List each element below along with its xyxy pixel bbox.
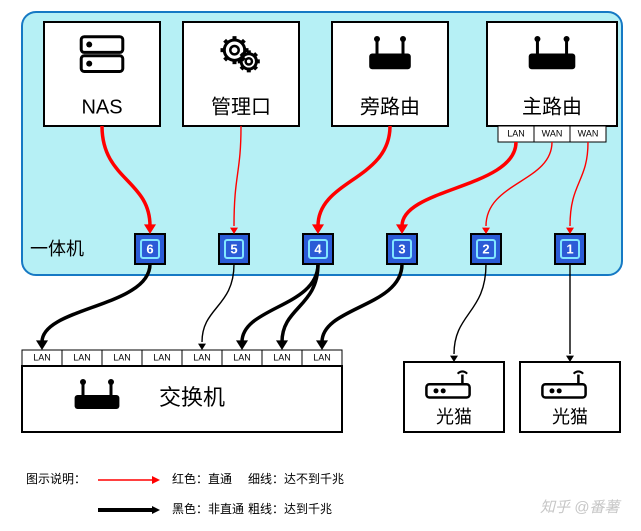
arrow-head — [316, 340, 328, 350]
legend-arrowhead-1 — [152, 506, 160, 514]
switch-port-5-label: LAN — [233, 352, 251, 362]
device-side: 旁路由 — [332, 22, 448, 126]
iport-3-label: 3 — [398, 241, 405, 256]
iport-4-label: 4 — [314, 241, 322, 256]
iport-5-label: 5 — [230, 241, 237, 256]
legend-right-0: 细线：达不到千兆 — [248, 472, 344, 486]
arrow-head — [198, 344, 206, 350]
legend-right-1: 粗线：达到千兆 — [248, 502, 332, 516]
modem-1-label: 光猫 — [552, 407, 588, 427]
legend-left-0: 红色：直通 — [172, 471, 232, 486]
switch-port-0-label: LAN — [33, 352, 51, 362]
side-label: 旁路由 — [360, 95, 420, 118]
iport-1: 1 — [555, 234, 585, 264]
switch-port-6-label: LAN — [273, 352, 291, 362]
iport-1-label: 1 — [566, 241, 573, 256]
arrow-head — [36, 340, 48, 350]
integrated-panel-label: 一体机 — [30, 239, 84, 259]
arrow-head — [236, 340, 248, 350]
watermark: 知乎 @番薯 — [540, 499, 622, 516]
mgmt-label: 管理口 — [211, 95, 271, 118]
iport-2: 2 — [471, 234, 501, 264]
arrow-head — [276, 340, 288, 350]
iport-2-label: 2 — [482, 241, 489, 256]
main-router-port-1-label: WAN — [542, 128, 563, 138]
legend-arrowhead-0 — [152, 476, 160, 484]
iport-5: 5 — [219, 234, 249, 264]
switch-port-2-label: LAN — [113, 352, 131, 362]
switch-port-4-label: LAN — [193, 352, 211, 362]
diagram: 一体机 NAS 管理口 旁路由 主路由 LAN WAN WAN 6 5 4 3 2 1 LAN LAN LAN L… — [0, 0, 641, 531]
iport-3: 3 — [387, 234, 417, 264]
device-main: 主路由 LAN WAN WAN — [487, 22, 617, 142]
device-nas: NAS — [44, 22, 160, 126]
main-router-port-0-label: LAN — [507, 128, 525, 138]
switch-label: 交换机 — [159, 385, 225, 410]
device-mgmt: 管理口 — [183, 22, 299, 126]
switch-port-3-label: LAN — [153, 352, 171, 362]
iport-6: 6 — [135, 234, 165, 264]
legend-title: 图示说明： — [26, 471, 86, 486]
modem-0-label: 光猫 — [436, 407, 472, 427]
edge-bottom-5 — [454, 264, 486, 354]
switch-port-1-label: LAN — [73, 352, 91, 362]
switch-port-7-label: LAN — [313, 352, 331, 362]
iport-6-label: 6 — [146, 241, 153, 256]
iport-4: 4 — [303, 234, 333, 264]
nas-label: NAS — [81, 96, 122, 118]
legend-left-1: 黑色：非直通 — [172, 502, 244, 516]
main-label: 主路由 — [522, 95, 582, 118]
main-router-port-2-label: WAN — [578, 128, 599, 138]
